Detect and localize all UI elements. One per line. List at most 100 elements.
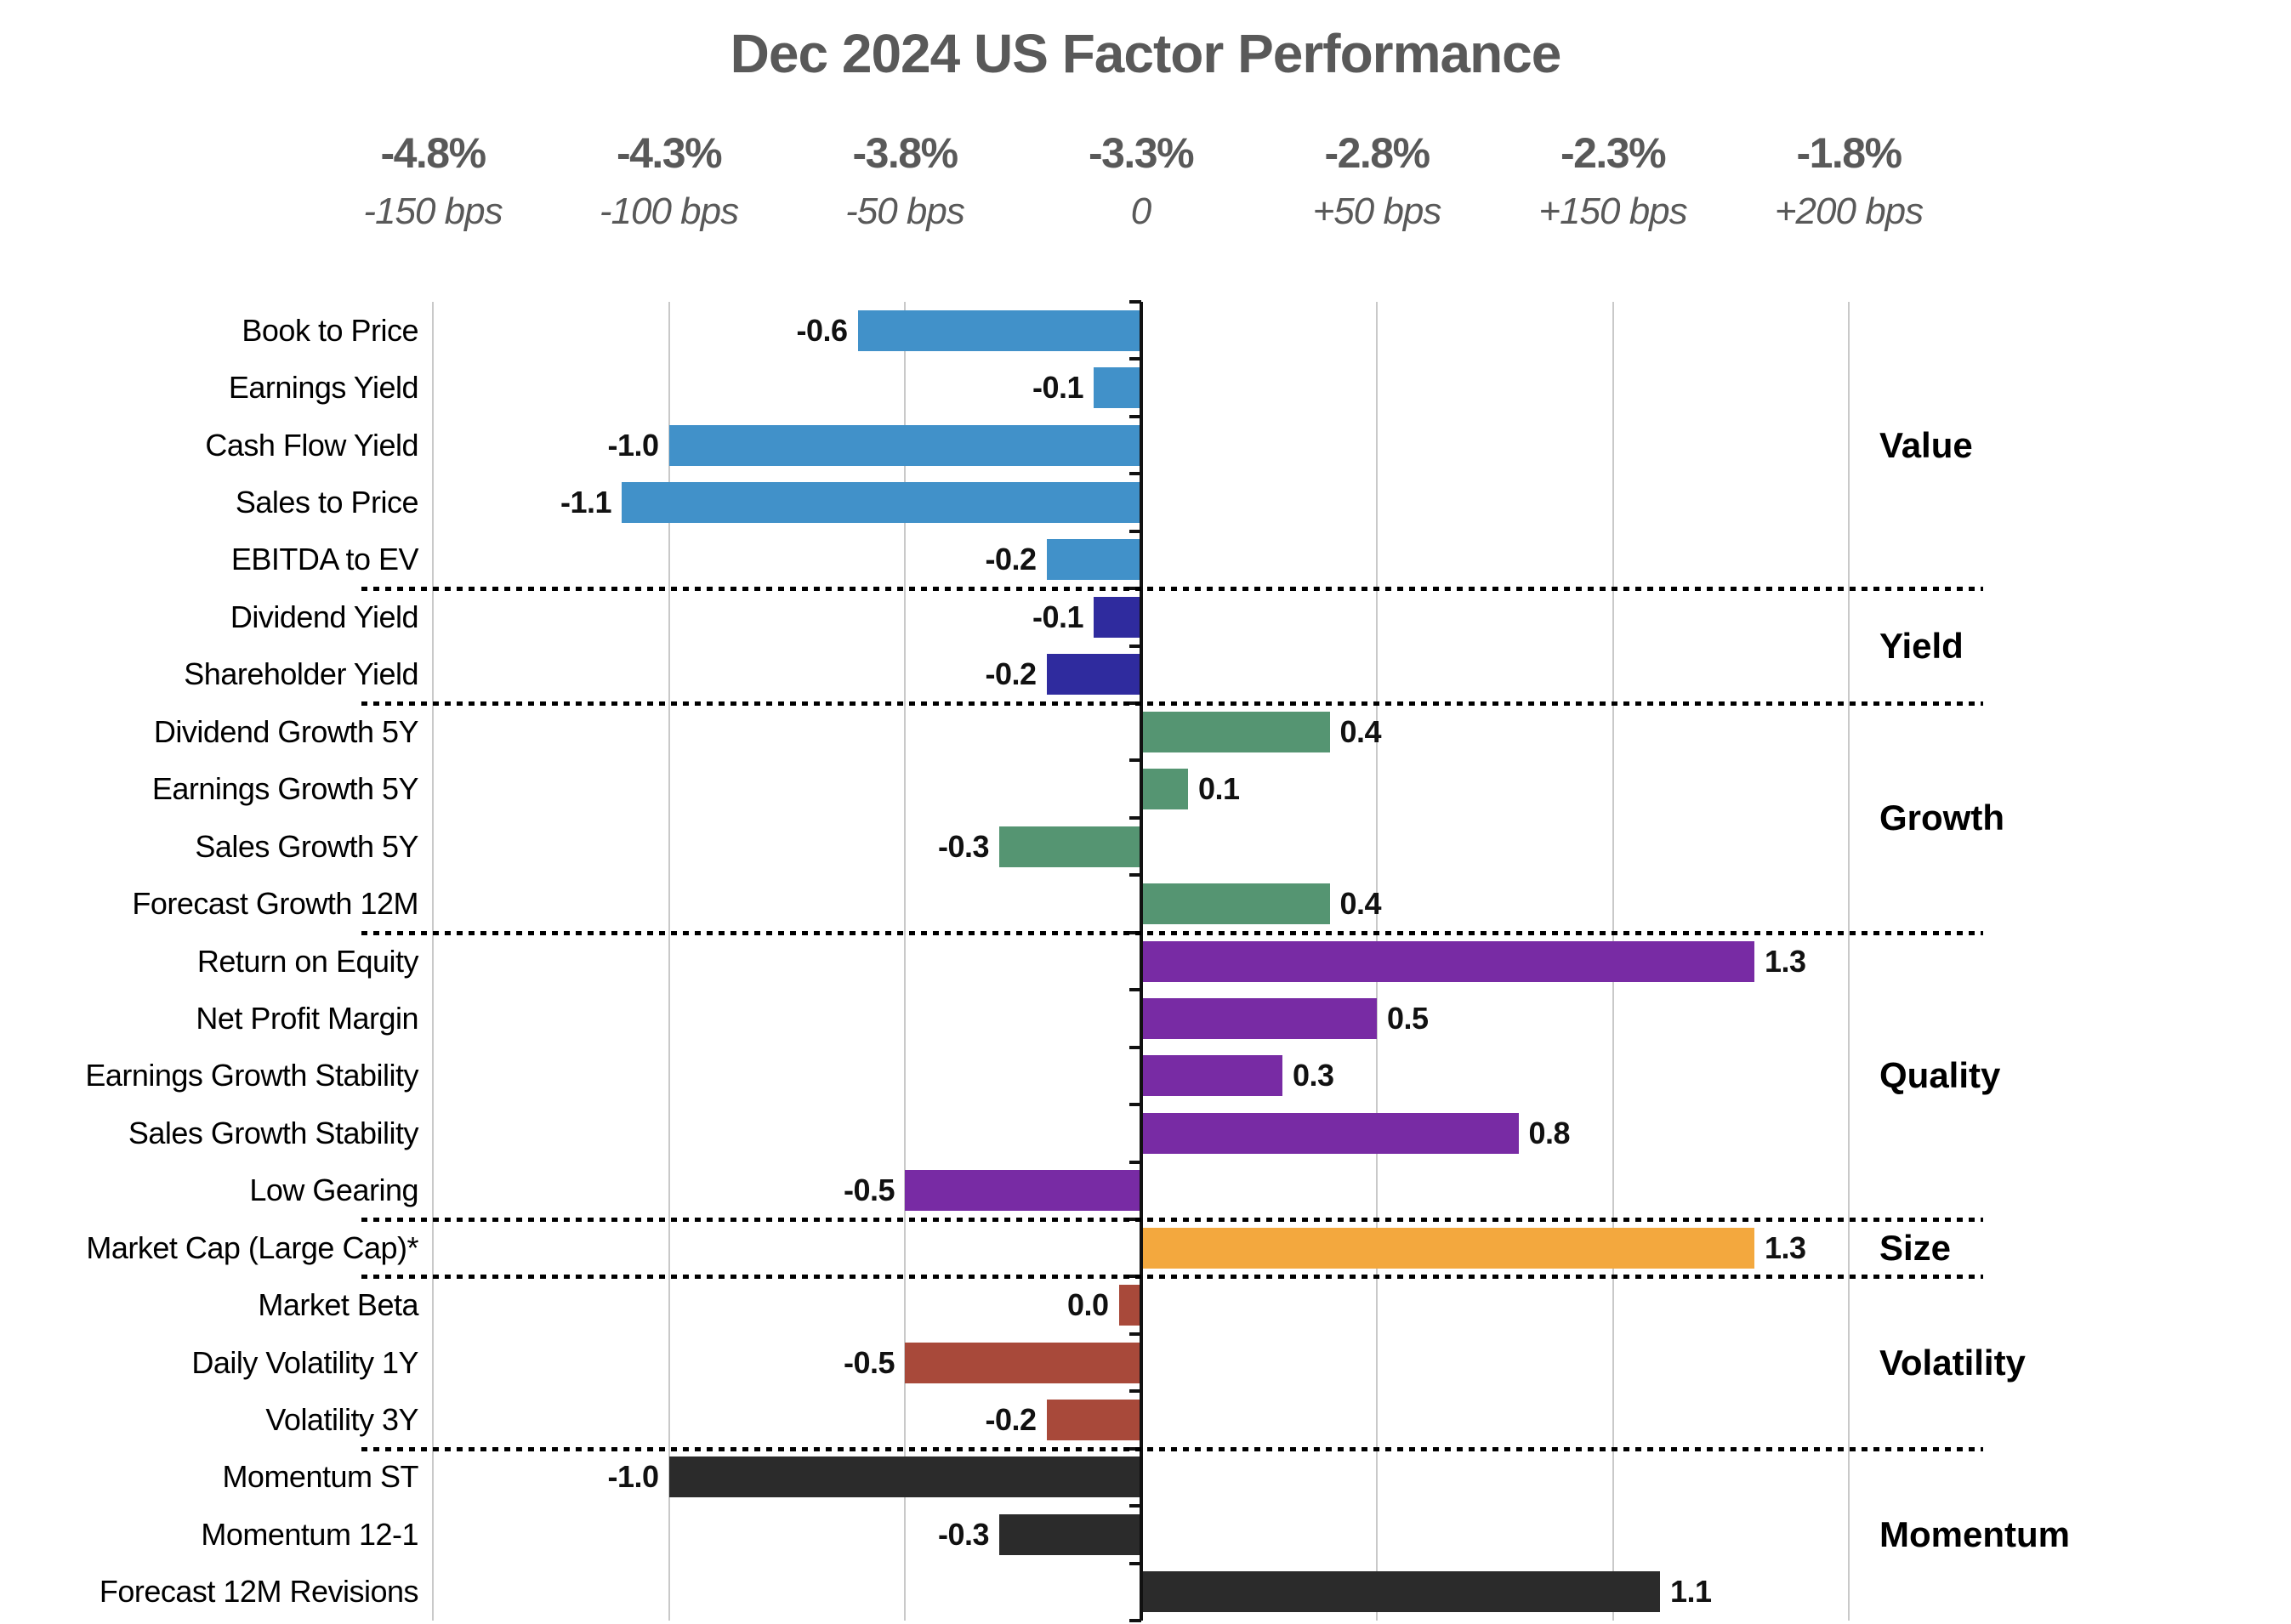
bar [1140,997,1377,1039]
bar [1094,367,1141,409]
gridline [904,302,906,1621]
factor-label: EBITDA to EV [230,542,419,577]
factor-label: Shareholder Yield [184,656,418,692]
bar [668,1456,1141,1498]
factor-label: Earnings Yield [228,370,419,406]
bar-value-label: 1.3 [1765,943,1806,979]
bar-value-label: -0.2 [985,1401,1037,1437]
group-separator [361,1217,1983,1222]
group-label: Value [1879,424,1973,465]
bar [668,424,1141,466]
zero-axis-line [1139,302,1143,1621]
bar-value-label: 0.1 [1198,771,1240,807]
bar [905,1170,1141,1212]
bar-value-label: 0.8 [1528,1115,1571,1150]
axis-tick [1128,1504,1141,1508]
factor-label: Low Gearing [249,1173,418,1208]
factor-label: Return on Equity [196,943,419,979]
axis-tick [1128,988,1141,992]
bar-value-label: -0.1 [1032,370,1084,406]
factor-label: Volatility 3Y [265,1401,418,1437]
axis-percent-label: -3.3% [1088,129,1195,177]
bar-value-label: 0.4 [1339,886,1382,922]
bar-value-label: -0.3 [937,828,990,864]
bar-value-label: 0.4 [1339,713,1382,749]
axis-tick [1128,357,1141,361]
bar [1046,539,1141,581]
factor-label: Dividend Yield [230,599,419,634]
bar-value-label: -1.0 [607,427,659,463]
axis-tick [1128,644,1141,648]
bar [905,1342,1141,1383]
group-separator [361,1275,1983,1280]
factor-label: Forecast Growth 12M [132,886,418,922]
axis-percent-label: -4.8% [380,129,486,177]
group-label: Growth [1879,797,2004,838]
bar-value-label: -0.5 [843,1173,895,1208]
factor-label: Market Cap (Large Cap)* [86,1229,418,1265]
group-label: Volatility [1879,1342,2026,1383]
bar-value-label: 0.5 [1387,1000,1429,1036]
bar-value-label: -0.1 [1032,599,1084,634]
bar [1094,596,1141,638]
bar [622,482,1141,524]
bar-value-label: -0.2 [985,656,1037,692]
axis-percent-label: -2.8% [1324,129,1430,177]
bar [999,1513,1141,1555]
bar [1140,1112,1519,1154]
axis-tick [1128,758,1141,763]
factor-label: Forecast 12M Revisions [99,1574,419,1610]
axis-bps-label: 0 [1130,190,1151,232]
bar-value-label: 1.3 [1765,1229,1806,1265]
bar [1046,654,1141,696]
bar [1046,1399,1141,1440]
axis-tick [1128,1045,1141,1049]
group-label: Quality [1879,1055,2001,1096]
bar [1140,1055,1282,1097]
axis-tick [1128,1332,1141,1336]
bar-value-label: -0.2 [985,542,1037,577]
group-label: Momentum [1879,1513,2070,1554]
axis-tick [1128,873,1141,877]
group-label: Size [1879,1227,1952,1268]
axis-tick [1128,414,1141,418]
bar [1140,769,1188,810]
axis-bps-label: -50 bps [845,190,965,232]
bar [1118,1285,1141,1326]
factor-label: Market Beta [258,1287,418,1323]
axis-tick [1128,300,1141,304]
factor-label: Sales Growth 5Y [195,828,418,864]
group-label: Yield [1879,625,1964,666]
axis-percent-label: -3.8% [852,129,958,177]
axis-percent-label: -2.3% [1560,129,1667,177]
bar [1140,1227,1754,1269]
factor-label: Momentum 12-1 [201,1516,418,1552]
factor-label: Book to Price [242,312,418,348]
bar [1140,1571,1660,1613]
factor-label: Sales Growth Stability [128,1115,419,1150]
axis-tick [1128,1103,1141,1107]
group-separator [361,587,1983,592]
factor-label: Net Profit Margin [196,1000,418,1036]
factor-label: Cash Flow Yield [205,427,418,463]
factor-label: Earnings Growth Stability [85,1058,418,1093]
bar [1140,940,1754,982]
axis-bps-label: +200 bps [1774,190,1924,232]
bar-value-label: -0.5 [843,1344,895,1380]
factor-label: Earnings Growth 5Y [151,771,419,807]
bar-value-label: 0.0 [1066,1287,1109,1323]
gridline [1848,302,1850,1621]
axis-bps-label: +50 bps [1312,190,1442,232]
bar-value-label: -0.3 [937,1516,990,1552]
bar-value-label: -1.0 [607,1459,659,1495]
bar [1140,883,1330,925]
axis-tick [1128,1160,1141,1164]
axis-percent-label: -4.3% [616,129,723,177]
axis-tick [1128,815,1141,820]
group-separator [361,930,1983,935]
bar [857,309,1141,351]
group-separator [361,701,1983,707]
axis-bps-label: -100 bps [599,190,739,232]
axis-tick [1128,529,1141,533]
